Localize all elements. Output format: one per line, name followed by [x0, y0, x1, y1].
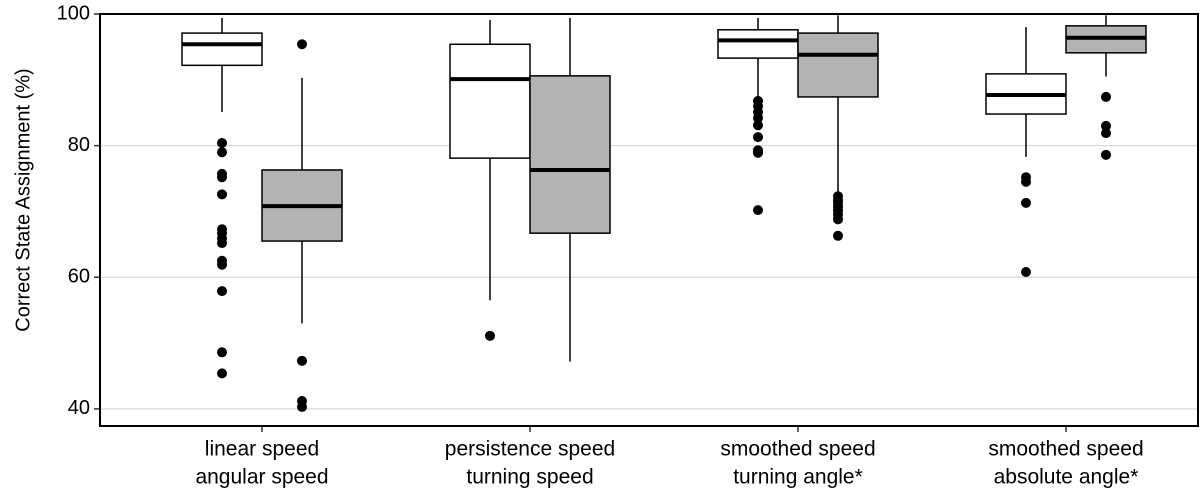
outlier: [753, 147, 763, 158]
y-tick-label: 40: [68, 397, 90, 419]
outlier: [297, 39, 307, 50]
box: [797, 32, 879, 98]
x-tick-label: turning angle*: [733, 466, 863, 489]
outlier: [217, 147, 227, 158]
outlier: [217, 137, 227, 148]
outlier: [217, 368, 227, 379]
x-tick-label: persistence speed: [445, 438, 615, 461]
outlier: [753, 132, 763, 143]
x-tick-label: linear speed: [205, 438, 319, 461]
outlier: [1101, 120, 1111, 131]
outlier: [217, 172, 227, 183]
outlier: [1021, 197, 1031, 208]
outlier: [217, 189, 227, 200]
outlier: [833, 230, 843, 241]
x-tick-label: smoothed speed: [720, 438, 875, 461]
y-tick-label: 100: [57, 2, 90, 24]
outlier: [297, 355, 307, 366]
outlier: [1101, 149, 1111, 160]
plot-frame: [99, 13, 1199, 427]
outlier: [1021, 266, 1031, 277]
y-tick-label: 80: [68, 134, 90, 156]
outlier: [297, 401, 307, 412]
x-tick-label: angular speed: [195, 466, 328, 489]
x-tick-label: smoothed speed: [988, 438, 1143, 461]
box: [717, 29, 799, 59]
box: [529, 75, 611, 234]
y-tick-label: 60: [68, 266, 90, 288]
outlier: [217, 238, 227, 249]
outlier: [217, 259, 227, 270]
outlier: [1101, 91, 1111, 102]
outlier: [1021, 176, 1031, 187]
y-axis-label: Correct State Assignment (%): [12, 68, 34, 331]
box: [449, 43, 531, 159]
outlier: [1101, 128, 1111, 139]
outlier: [753, 112, 763, 123]
outlier: [833, 214, 843, 225]
outlier: [485, 330, 495, 341]
outlier: [217, 286, 227, 297]
outlier: [753, 205, 763, 216]
box: [181, 32, 263, 67]
outlier: [753, 120, 763, 131]
x-tick-label: absolute angle*: [994, 466, 1139, 489]
outlier: [217, 347, 227, 358]
x-tick-label: turning speed: [466, 466, 593, 489]
